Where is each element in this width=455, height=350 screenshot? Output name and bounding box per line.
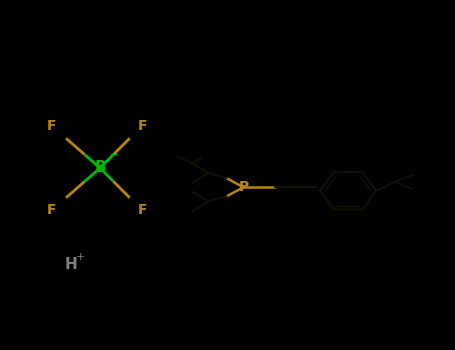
Text: +: + — [76, 252, 85, 261]
Text: H: H — [64, 257, 77, 272]
Text: F: F — [137, 203, 147, 217]
Text: F: F — [47, 119, 56, 133]
Text: F: F — [47, 203, 56, 217]
Text: B: B — [94, 161, 106, 175]
Text: P: P — [238, 180, 248, 194]
Text: −: − — [110, 150, 120, 160]
Text: F: F — [137, 119, 147, 133]
